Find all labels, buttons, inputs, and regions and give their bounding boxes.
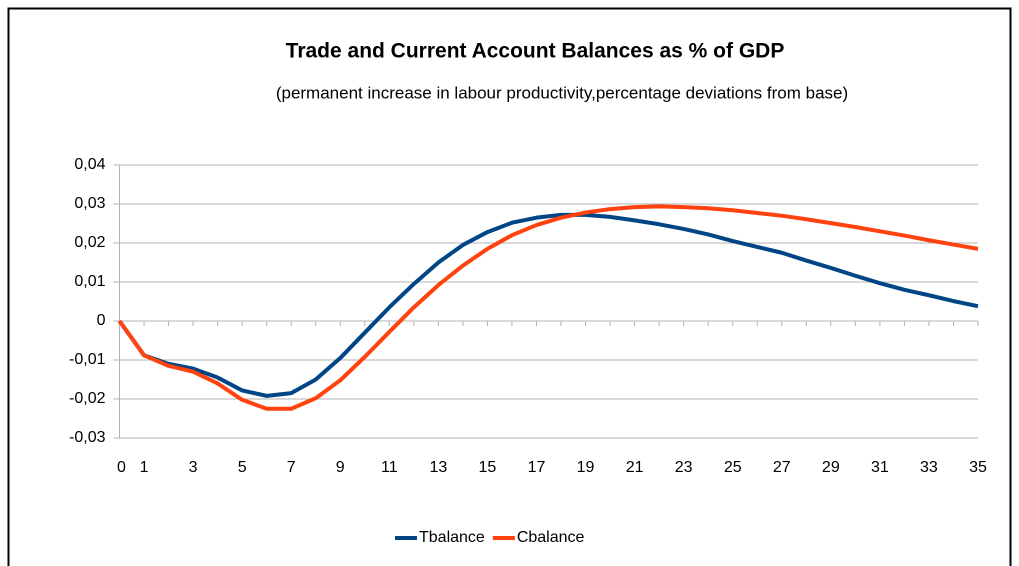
x-tick-label: 7 [287, 459, 296, 476]
y-tick-label: -0,01 [69, 351, 106, 368]
y-tick-label: 0,01 [74, 273, 105, 290]
x-tick-label: 3 [189, 459, 198, 476]
x-tick-label: 25 [724, 459, 742, 476]
x-tick-label: 33 [920, 459, 938, 476]
x-tick-label: 23 [675, 459, 693, 476]
legend-label: Tbalance [419, 529, 485, 546]
y-tick-label: 0,03 [74, 195, 105, 212]
x-tick-label: 0 [117, 459, 126, 476]
chart-title: Trade and Current Account Balances as % … [286, 40, 785, 63]
x-tick-label: 13 [429, 459, 447, 476]
y-tick-label: -0,02 [69, 390, 106, 407]
y-tick-label: 0,04 [74, 156, 105, 173]
line-series [117, 212, 979, 398]
x-tick-label: 1 [140, 459, 149, 476]
y-tick-label: 0,02 [74, 234, 105, 251]
x-tick-label: 17 [528, 459, 546, 476]
y-tick-label: -0,03 [69, 429, 106, 446]
x-tick-label: 5 [238, 459, 247, 476]
x-tick-label: 9 [336, 459, 345, 476]
x-tick-label: 27 [773, 459, 791, 476]
x-tick-label: 31 [871, 459, 889, 476]
chart-frame [7, 7, 1012, 566]
x-tick-label: 11 [381, 459, 398, 476]
y-tick-label: 0 [97, 312, 106, 329]
line-series [117, 204, 979, 411]
x-tick-label: 29 [822, 459, 840, 476]
x-tick-label: 19 [577, 459, 595, 476]
x-tick-label: 35 [969, 459, 987, 476]
legend-label: Cbalance [517, 529, 585, 546]
x-tick-label: 15 [479, 459, 497, 476]
x-tick-label: 21 [626, 459, 644, 476]
chart-subtitle: (permanent increase in labour productivi… [276, 83, 848, 102]
